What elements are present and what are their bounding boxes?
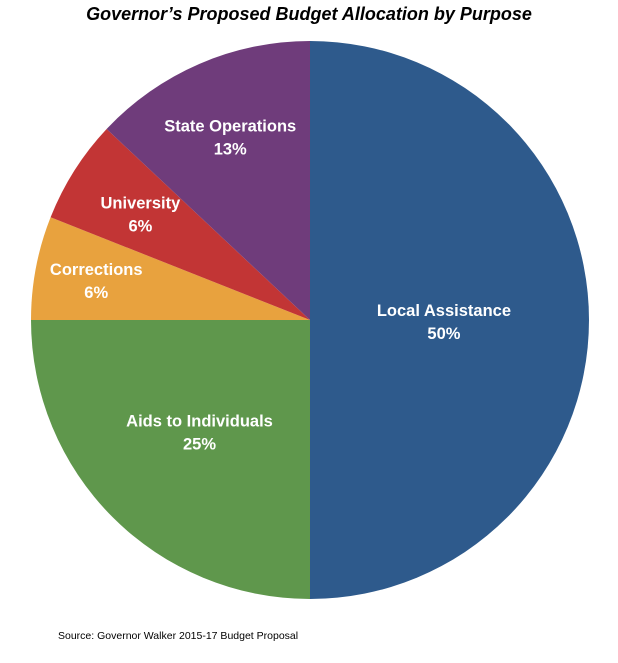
source-note: Source: Governor Walker 2015-17 Budget P…: [58, 630, 299, 642]
slice-label: University: [100, 194, 181, 212]
pie-slice-state-operations: [106, 41, 310, 320]
pie-slice-aids-to-individuals: [31, 320, 310, 599]
slice-value-label: 50%: [427, 325, 460, 343]
pie-slice-local-assistance: [310, 41, 589, 599]
chart-title: Governor’s Proposed Budget Allocation by…: [86, 4, 532, 24]
slice-value-label: 13%: [214, 141, 247, 159]
slice-label: Local Assistance: [377, 302, 511, 320]
slice-value-label: 6%: [84, 284, 108, 302]
pie-slice-university: [50, 129, 311, 320]
pie-slice-corrections: [31, 217, 310, 320]
slice-value-label: 25%: [183, 435, 216, 453]
slice-value-label: 6%: [128, 217, 152, 235]
slice-label: State Operations: [164, 118, 296, 136]
slice-label: Aids to Individuals: [126, 412, 273, 430]
slice-label: Corrections: [50, 261, 143, 279]
